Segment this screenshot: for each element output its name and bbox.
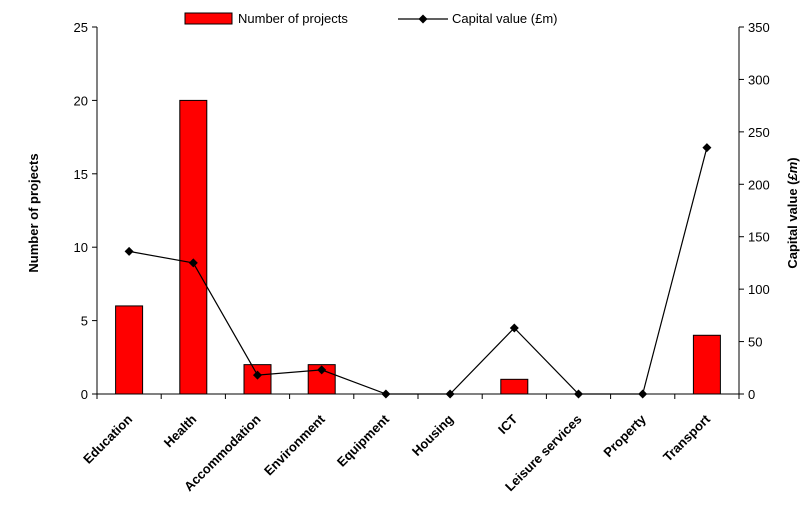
y-axis-title: Number of projects	[26, 153, 41, 272]
category-label: Transport	[660, 411, 713, 464]
bars	[115, 99, 721, 395]
y2-tick-label: 100	[748, 282, 770, 297]
y-tick-label: 25	[74, 20, 88, 35]
y2-tick-label: 200	[748, 177, 770, 192]
y-tick-label: 20	[74, 93, 88, 108]
line-series	[124, 143, 712, 399]
legend-bar-swatch	[184, 12, 233, 25]
bar	[115, 305, 144, 395]
legend-line-label: Capital value (£m)	[452, 11, 558, 26]
line-point-marker	[317, 365, 327, 375]
line-point-marker	[638, 389, 648, 399]
bar	[692, 334, 721, 395]
line-point-marker	[509, 323, 519, 333]
y2-axis-title-unit: £m	[785, 161, 800, 181]
y2-tick-label: 250	[748, 125, 770, 140]
bar	[500, 378, 529, 395]
line-point-marker	[702, 143, 712, 153]
category-label: ICT	[495, 411, 520, 436]
y2-tick-label: 150	[748, 230, 770, 245]
category-label: Environment	[261, 411, 328, 478]
category-label: Education	[80, 411, 135, 466]
y-tick-label: 5	[81, 314, 88, 329]
legend: Number of projects Capital value (£m)	[184, 11, 558, 26]
legend-line-marker	[418, 14, 428, 24]
line-point-marker	[124, 246, 134, 256]
bar	[179, 99, 208, 395]
line-point-marker	[381, 389, 391, 399]
y2-tick-label: 50	[748, 335, 762, 350]
category-label: Equipment	[334, 411, 393, 470]
y-tick-label: 15	[74, 167, 88, 182]
line-point-marker	[253, 370, 262, 380]
y2-tick-label: 350	[748, 20, 770, 35]
capital-value-line	[128, 147, 708, 395]
category-label: Health	[161, 411, 200, 450]
category-label: Housing	[409, 411, 456, 458]
line-point-marker	[445, 389, 455, 399]
y2-axis-title-part1: Capital value (	[785, 180, 800, 269]
y-tick-label: 0	[81, 387, 88, 402]
y2-axis-title: Capital value (£m)	[785, 157, 800, 268]
y-tick-label: 10	[74, 240, 88, 255]
category-label: Property	[600, 411, 649, 460]
y2-tick-label: 300	[748, 72, 770, 87]
y2-tick-label: 0	[748, 387, 755, 402]
y2-axis-title-part3: )	[785, 157, 800, 161]
line-point-marker	[574, 389, 583, 399]
line-point-marker	[188, 258, 198, 268]
legend-bar-label: Number of projects	[238, 11, 348, 26]
